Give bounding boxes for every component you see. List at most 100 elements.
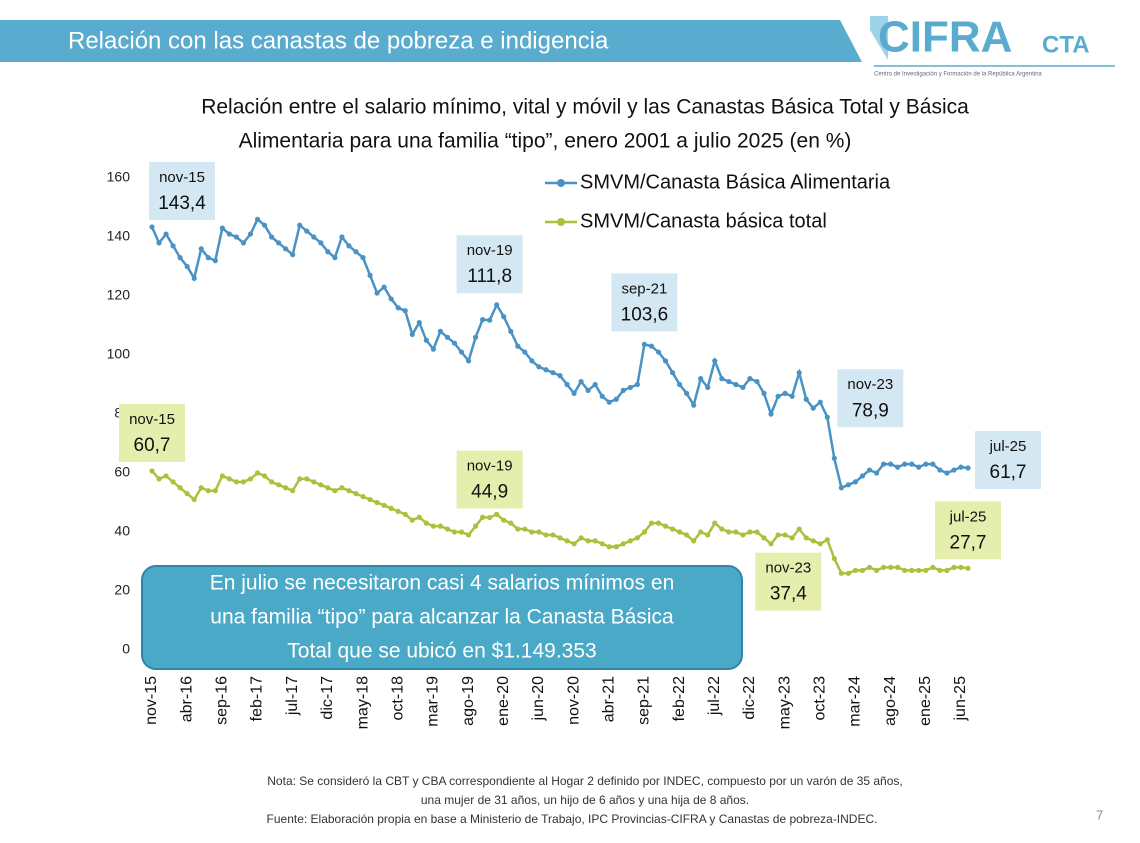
point (205, 255, 211, 261)
callout-value: 37,4 (770, 584, 807, 605)
point (170, 479, 176, 485)
point (268, 479, 275, 485)
point (318, 240, 324, 246)
point (599, 541, 605, 547)
point (719, 376, 725, 382)
point (634, 381, 640, 388)
point (648, 520, 655, 526)
point (487, 317, 493, 323)
point (290, 488, 296, 494)
point (916, 464, 922, 470)
point (852, 479, 859, 485)
point (381, 284, 387, 290)
callout-value: 103,6 (621, 304, 669, 325)
callout-month: nov-15 (129, 411, 175, 428)
y-tick-label: 40 (114, 523, 130, 539)
point (205, 488, 211, 494)
callout-month: jul-25 (989, 438, 1027, 455)
point (360, 494, 366, 500)
logo: CIFRA (878, 13, 1012, 62)
point (564, 538, 570, 544)
point (233, 479, 240, 485)
point (712, 358, 718, 364)
x-tick-label: jun-25 (952, 676, 969, 722)
point (409, 331, 415, 337)
point (276, 482, 282, 488)
point (669, 526, 676, 532)
point (965, 565, 971, 571)
callout-month: nov-15 (159, 169, 205, 186)
note: Nota: Se consideró la CBT y CBA correspo… (267, 774, 902, 788)
chart: 020406080100120140160nov-15abr-16sep-16f… (107, 161, 1041, 729)
point (831, 455, 837, 461)
point (691, 538, 697, 544)
point (740, 384, 746, 391)
point (444, 526, 451, 532)
x-tick-label: may-18 (354, 676, 371, 729)
legend-marker (557, 218, 565, 226)
point (880, 564, 887, 571)
callout-value: 27,7 (950, 532, 987, 553)
point (662, 358, 669, 364)
point (304, 476, 310, 482)
point (212, 258, 218, 264)
point (775, 532, 781, 538)
logo-shape (870, 16, 888, 60)
point (669, 370, 676, 376)
y-tick-label: 0 (122, 641, 130, 657)
point (240, 479, 247, 485)
point (662, 523, 669, 529)
point (465, 358, 472, 364)
point (325, 249, 331, 255)
point (191, 275, 197, 281)
point (444, 334, 451, 340)
point (691, 402, 697, 408)
point (676, 381, 683, 388)
point (648, 343, 655, 349)
legend-marker (557, 179, 565, 187)
y-tick-label: 160 (107, 169, 131, 185)
point (796, 526, 802, 532)
callout-month: nov-23 (765, 560, 811, 577)
point (958, 464, 964, 470)
point (902, 461, 908, 467)
point (796, 370, 802, 376)
point (923, 461, 929, 467)
point (430, 523, 436, 529)
point (163, 473, 169, 479)
x-tick-label: mar-24 (847, 676, 864, 727)
point (409, 517, 415, 523)
point (782, 390, 788, 396)
callout-value: 143,4 (158, 193, 206, 214)
point (733, 381, 739, 388)
point (367, 272, 373, 278)
point (944, 567, 950, 573)
point (437, 328, 444, 334)
point (564, 381, 570, 388)
point (311, 479, 317, 485)
x-tick-label: nov-20 (565, 676, 582, 725)
point (367, 496, 373, 503)
point (430, 346, 436, 352)
point (472, 334, 479, 340)
point (522, 349, 528, 355)
point (416, 514, 422, 520)
callout-value: 60,7 (134, 435, 171, 456)
point (909, 461, 915, 467)
point (859, 473, 866, 479)
point (290, 252, 296, 258)
callout-month: nov-23 (847, 376, 893, 393)
point (571, 541, 577, 547)
point (754, 529, 760, 535)
info-box (141, 565, 743, 670)
point (888, 564, 894, 571)
point (247, 231, 254, 237)
point (494, 302, 500, 308)
point (866, 564, 873, 571)
point (627, 384, 633, 391)
info-text: En julio se necesitaron casi 4 salarios … (210, 572, 675, 595)
point (747, 529, 753, 535)
x-tick-label: abr-16 (178, 676, 195, 722)
legend-label: SMVM/Canasta Básica Alimentaria (580, 171, 891, 193)
point (655, 349, 662, 355)
